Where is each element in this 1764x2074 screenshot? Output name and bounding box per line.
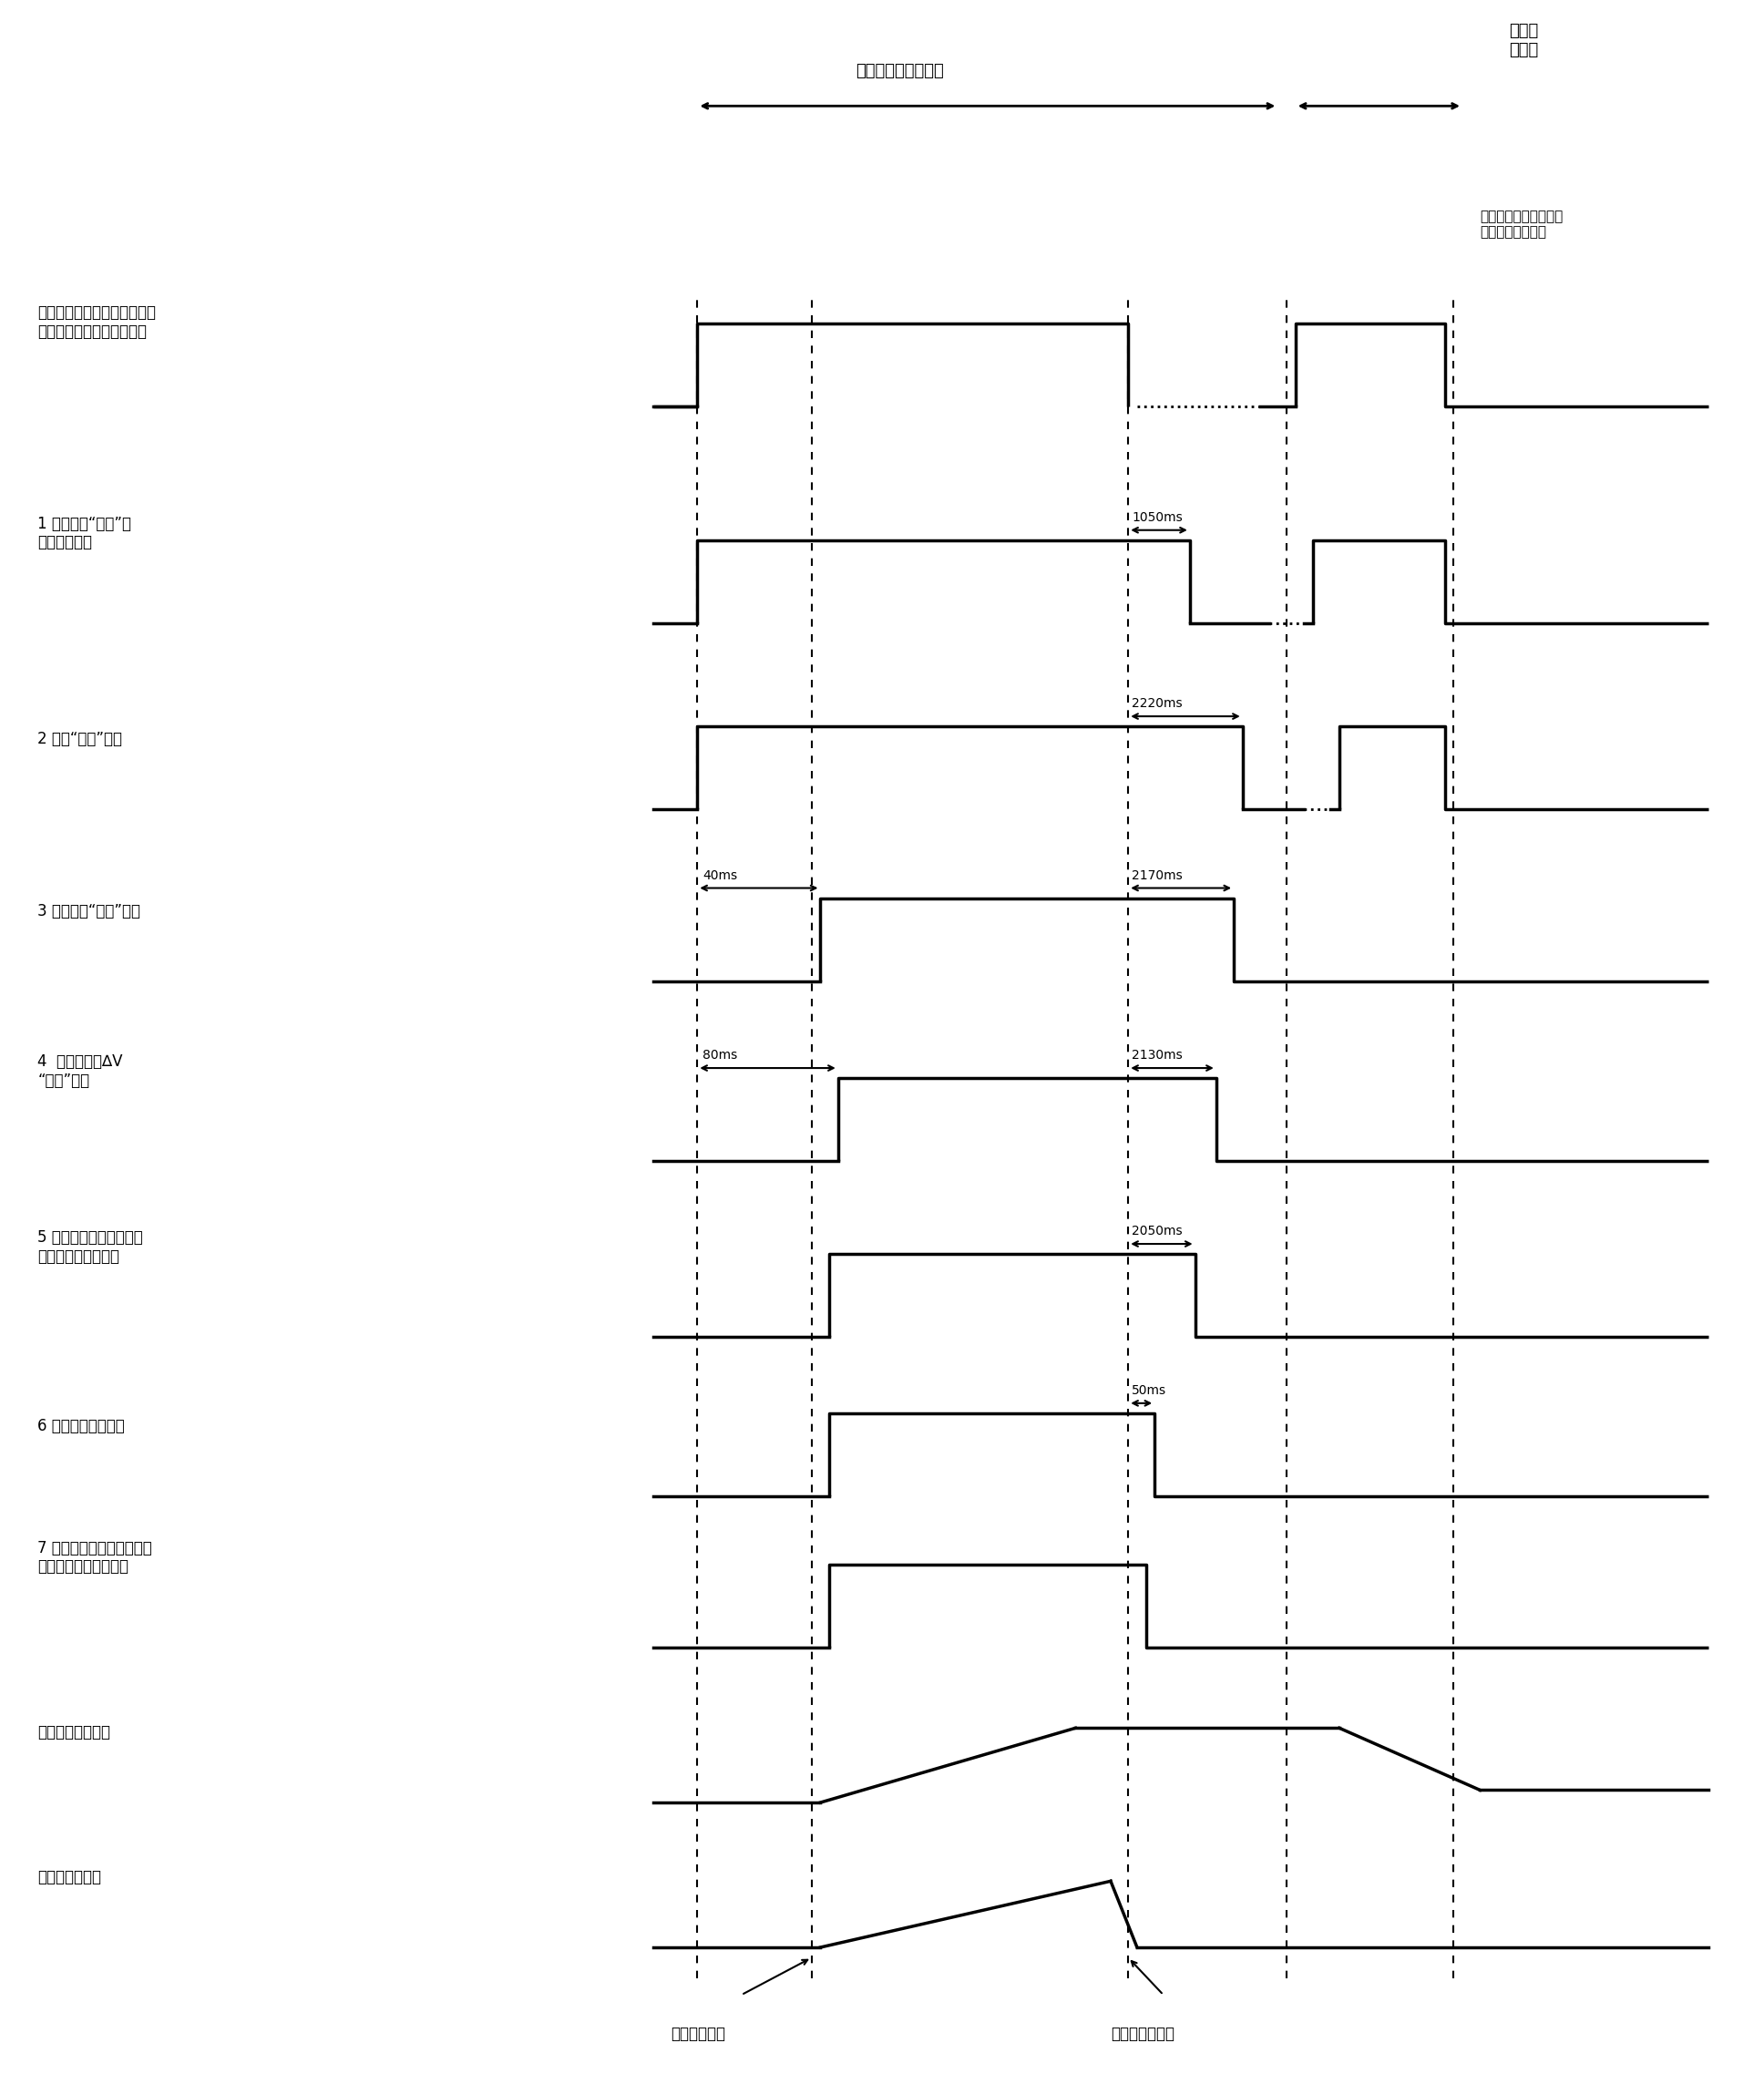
Text: 2 操作“使能”信号: 2 操作“使能”信号 [37,730,122,747]
Text: 速度母线等于零: 速度母线等于零 [1111,2026,1175,2043]
Text: 单独点
动操作: 单独点 动操作 [1510,23,1538,58]
Text: 40ms: 40ms [702,869,737,881]
Text: 包括建立张力的设备（如：开
卷机）在内的成组操作命令: 包括建立张力的设备（如：开 卷机）在内的成组操作命令 [37,305,157,340]
Text: 4  速度补偿值∆V
“使能”信号: 4 速度补偿值∆V “使能”信号 [37,1054,123,1089]
Text: 80ms: 80ms [702,1049,737,1062]
Text: 7 选择速度母线的模式、确
定主令速度设定值信号: 7 选择速度母线的模式、确 定主令速度设定值信号 [37,1539,152,1574]
Text: 一次完整的成组操作: 一次完整的成组操作 [856,62,944,79]
Text: 开卷机张力设定值: 开卷机张力设定值 [37,1723,111,1740]
Text: 6 接通速度母线信号: 6 接通速度母线信号 [37,1419,125,1435]
Text: 主令速度设定值: 主令速度设定值 [37,1869,102,1885]
Text: 1 速度控制“使能”、
抛闸打开信号: 1 速度控制“使能”、 抛闸打开信号 [37,516,132,552]
Text: 50ms: 50ms [1132,1383,1166,1398]
Text: 2130ms: 2130ms [1132,1049,1182,1062]
Text: 2050ms: 2050ms [1132,1226,1182,1238]
Text: 2170ms: 2170ms [1132,869,1182,881]
Text: 3 力矩控制“使能”信号: 3 力矩控制“使能”信号 [37,902,141,919]
Text: 2220ms: 2220ms [1132,697,1182,709]
Text: 5 选择使用的张力模式、
确定张力设定值信号: 5 选择使用的张力模式、 确定张力设定值信号 [37,1230,143,1265]
Text: 1050ms: 1050ms [1132,510,1182,525]
Text: 张力已经建立: 张力已经建立 [670,2026,725,2043]
Text: 建立张力的设备（如：
开卷机）单独点动: 建立张力的设备（如： 开卷机）单独点动 [1480,209,1563,239]
